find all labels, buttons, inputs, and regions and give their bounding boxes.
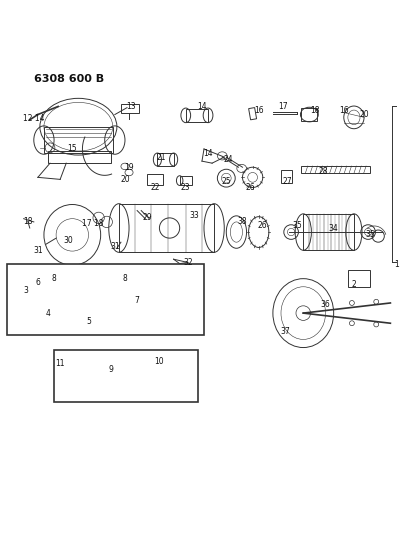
Text: 6: 6 bbox=[35, 278, 40, 287]
Text: 33: 33 bbox=[189, 212, 199, 220]
Text: 19: 19 bbox=[124, 163, 134, 172]
Bar bbox=[119, 204, 214, 252]
Bar bbox=[186, 109, 208, 122]
Text: 17: 17 bbox=[278, 102, 288, 111]
Text: 20: 20 bbox=[359, 110, 369, 119]
Text: 9: 9 bbox=[109, 365, 113, 374]
Text: 13: 13 bbox=[126, 102, 136, 111]
Bar bbox=[54, 350, 198, 402]
Text: 20: 20 bbox=[120, 175, 130, 184]
Text: 18: 18 bbox=[23, 217, 33, 227]
Text: 32: 32 bbox=[183, 258, 193, 267]
Text: 14: 14 bbox=[203, 149, 213, 158]
Bar bbox=[64, 360, 121, 396]
Text: 3: 3 bbox=[23, 286, 28, 295]
Text: 12 14: 12 14 bbox=[23, 114, 44, 123]
Text: 30: 30 bbox=[63, 236, 73, 245]
Text: 37: 37 bbox=[280, 327, 290, 336]
Bar bbox=[139, 370, 164, 386]
Text: 38: 38 bbox=[238, 217, 247, 227]
Text: 2: 2 bbox=[352, 280, 356, 289]
Text: 25: 25 bbox=[222, 177, 231, 186]
Bar bbox=[44, 127, 113, 153]
Bar bbox=[147, 174, 164, 185]
Text: 1: 1 bbox=[394, 260, 399, 269]
Text: 11: 11 bbox=[55, 359, 65, 368]
Bar bbox=[301, 108, 317, 122]
Bar bbox=[48, 151, 111, 163]
Text: 16: 16 bbox=[339, 106, 348, 115]
Text: 26: 26 bbox=[246, 183, 255, 192]
Text: 31: 31 bbox=[110, 242, 120, 251]
Text: 26: 26 bbox=[258, 222, 268, 230]
Text: 4: 4 bbox=[46, 309, 51, 318]
Bar bbox=[248, 108, 257, 120]
Text: 16: 16 bbox=[254, 106, 264, 115]
Bar bbox=[348, 270, 370, 287]
Text: 18: 18 bbox=[310, 106, 320, 115]
Bar bbox=[303, 214, 354, 251]
Bar bbox=[301, 166, 370, 173]
Text: 36: 36 bbox=[321, 301, 330, 310]
Text: 17 18: 17 18 bbox=[82, 220, 103, 229]
Text: 24: 24 bbox=[224, 155, 233, 164]
Text: 10: 10 bbox=[155, 357, 164, 366]
Bar bbox=[180, 176, 192, 185]
Text: 27: 27 bbox=[282, 177, 292, 186]
Bar bbox=[107, 293, 133, 313]
Text: 28: 28 bbox=[319, 167, 328, 176]
Bar bbox=[32, 279, 107, 327]
Text: 14: 14 bbox=[197, 102, 207, 111]
Bar bbox=[7, 264, 204, 335]
Text: 23: 23 bbox=[181, 183, 191, 192]
Text: 35: 35 bbox=[292, 222, 302, 230]
Text: 8: 8 bbox=[52, 274, 56, 283]
Text: 35: 35 bbox=[365, 230, 375, 239]
Text: 15: 15 bbox=[67, 144, 77, 154]
Text: 34: 34 bbox=[329, 223, 339, 232]
Text: 22: 22 bbox=[151, 183, 160, 192]
Text: 5: 5 bbox=[86, 317, 91, 326]
Text: 6308 600 B: 6308 600 B bbox=[34, 74, 104, 84]
Bar bbox=[121, 103, 139, 112]
Text: 21: 21 bbox=[157, 152, 166, 161]
Bar bbox=[157, 153, 174, 166]
Text: 31: 31 bbox=[33, 246, 43, 255]
Text: 7: 7 bbox=[135, 296, 140, 305]
Text: 8: 8 bbox=[123, 274, 127, 283]
Bar bbox=[281, 171, 293, 183]
Text: 29: 29 bbox=[142, 213, 152, 222]
